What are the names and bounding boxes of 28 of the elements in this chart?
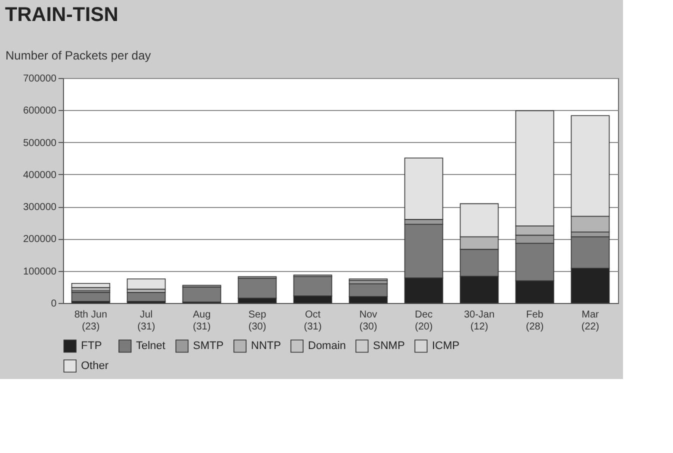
y-tick-label: 300000 [23, 202, 57, 214]
x-tick-label: Sep (30) [248, 310, 267, 332]
x-tick-label: Aug (31) [192, 310, 211, 332]
y-tick-label: 400000 [23, 170, 57, 181]
x-tick-label: 8th Jun (23) [74, 310, 108, 332]
x-tick-label: Mar (22) [581, 310, 600, 332]
legend-label: FTP [81, 340, 102, 352]
x-tick-label: Nov (30) [359, 310, 378, 332]
y-tick-label: 600000 [23, 106, 57, 117]
x-tick-label: Jul (31) [137, 310, 156, 332]
y-tick-label: 100000 [23, 266, 57, 278]
y-tick-label: 0 [50, 298, 57, 310]
legend-label: ICMP [432, 340, 460, 352]
x-tick-label: Dec (20) [414, 310, 433, 332]
x-tick-label: Oct (31) [304, 310, 322, 332]
legend-label: Domain [308, 340, 346, 352]
legend-label: SMTP [193, 340, 224, 352]
chart-title: TRAIN-TISN [5, 4, 118, 26]
y-axis-title: Number of Packets per day [6, 48, 151, 62]
legend-label: Telnet [136, 340, 166, 352]
x-tick-label: Feb (28) [526, 310, 544, 332]
legend-label: SNMP [373, 340, 405, 352]
legend-label: Other [81, 360, 109, 372]
y-tick-label: 200000 [23, 234, 57, 246]
y-tick-label: 500000 [23, 138, 57, 149]
y-tick-label: 700000 [23, 74, 57, 84]
x-tick-label: 30-Jan (12) [464, 310, 495, 332]
legend-label: NNTP [251, 340, 281, 352]
